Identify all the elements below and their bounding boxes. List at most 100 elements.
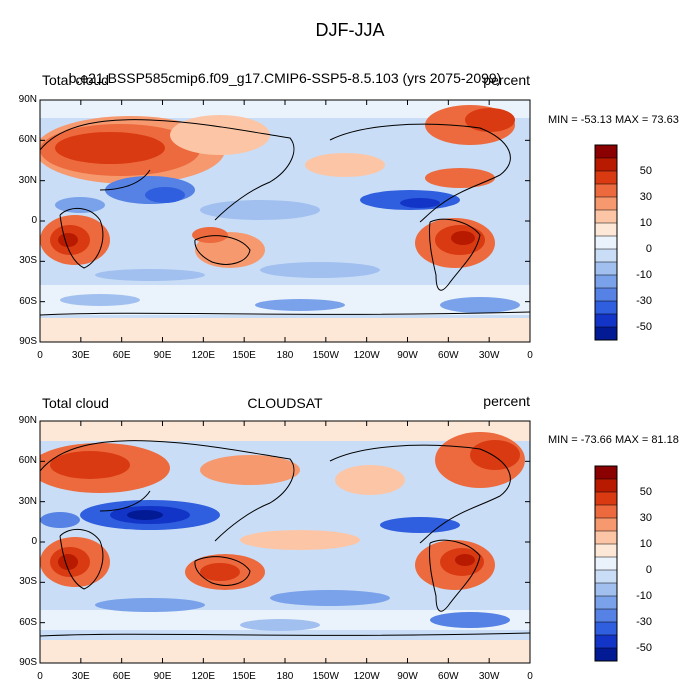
lon-tick-label: 60W xyxy=(438,671,459,682)
colorbar-label: 0 xyxy=(645,564,652,576)
colorbar-label: 30 xyxy=(639,512,652,524)
panel1-coastlines xyxy=(40,119,530,316)
lon-tick-label: 150W xyxy=(312,671,339,682)
lat-tick-label: 30S xyxy=(19,255,37,267)
colorbar-swatch xyxy=(595,197,617,211)
lon-tick-label: 120E xyxy=(191,350,215,361)
colorbar-swatch xyxy=(595,557,617,571)
panel1-left-label: Total cloud xyxy=(42,72,109,88)
colorbar-swatch xyxy=(595,609,617,623)
colorbars xyxy=(594,144,618,662)
lon-tick-label: 60E xyxy=(112,671,131,682)
lon-tick-label: 90E xyxy=(153,350,172,361)
lat-tick-label: 60S xyxy=(19,295,37,307)
lon-tick-label: 90W xyxy=(397,671,418,682)
colorbar-swatch xyxy=(595,518,617,532)
colorbar-swatch xyxy=(595,236,617,250)
lat-tick-label: 60N xyxy=(18,455,37,467)
lon-tick-label: 0 xyxy=(37,350,43,361)
lon-tick-label: 0 xyxy=(527,350,533,361)
colorbar-swatch xyxy=(595,262,617,276)
panel2-left-label: Total cloud xyxy=(42,395,109,411)
colorbar-swatch xyxy=(595,479,617,493)
lon-tick-label: 90E xyxy=(153,671,172,682)
lon-tick-label: 120W xyxy=(353,350,380,361)
colorbar-label: 30 xyxy=(639,191,652,203)
figure-title: DJF-JJA xyxy=(315,20,385,40)
panel1-map xyxy=(40,100,530,342)
colorbar-swatch xyxy=(595,249,617,263)
colorbar-label: -50 xyxy=(636,321,652,333)
colorbar-swatch xyxy=(595,544,617,558)
colorbar-swatch xyxy=(595,622,617,636)
colorbar-swatch xyxy=(595,301,617,315)
panel2-coastlines xyxy=(40,440,530,637)
colorbar-swatch xyxy=(595,158,617,172)
lat-tick-label: 90S xyxy=(19,336,37,347)
colorbar-label: -30 xyxy=(636,616,652,628)
colorbar-label: 10 xyxy=(639,217,652,229)
colorbar-swatch xyxy=(595,327,617,341)
lat-tick-label: 30N xyxy=(18,495,37,507)
colorbar-label: -30 xyxy=(636,295,652,307)
lon-tick-label: 150E xyxy=(232,671,256,682)
colorbar-swatch xyxy=(595,288,617,302)
panel1-right-label: percent xyxy=(483,72,530,88)
colorbar-label: -10 xyxy=(636,269,652,281)
lon-tick-label: 30E xyxy=(71,350,90,361)
lat-tick-label: 30S xyxy=(19,576,37,588)
colorbar-swatch xyxy=(595,583,617,597)
lon-tick-label: 0 xyxy=(527,671,533,682)
lon-tick-label: 0 xyxy=(37,671,43,682)
colorbar-swatch xyxy=(595,635,617,649)
colorbar-swatch xyxy=(595,210,617,224)
lat-tick-label: 90N xyxy=(18,94,37,105)
lat-tick-label: 0 xyxy=(31,536,37,547)
lon-tick-label: 60W xyxy=(438,350,459,361)
axis-ticks xyxy=(39,99,531,664)
colorbar-swatch xyxy=(595,184,617,198)
colorbar-swatch xyxy=(595,145,617,159)
lat-tick-label: 60N xyxy=(18,134,37,146)
colorbar-frame xyxy=(594,465,618,662)
panel1-center-label: b.e21.BSSP585cmip6.f09_g17.CMIP6-SSP5-8.… xyxy=(68,70,502,86)
panel2-stats: MIN = -73.66 MAX = 81.18 xyxy=(548,434,679,446)
lon-tick-label: 60E xyxy=(112,350,131,361)
colorbar-swatch xyxy=(595,275,617,289)
colorbar-label: 10 xyxy=(639,538,652,550)
lat-tick-label: 0 xyxy=(31,215,37,226)
lon-tick-label: 180 xyxy=(276,350,294,361)
colorbar-label: -50 xyxy=(636,642,652,654)
colorbar-swatch xyxy=(595,314,617,328)
colorbar-swatch xyxy=(595,570,617,584)
colorbar-label: 0 xyxy=(645,243,652,255)
colorbar-swatch xyxy=(595,648,617,662)
lon-tick-label: 120W xyxy=(353,671,380,682)
lon-tick-label: 120E xyxy=(191,671,215,682)
lon-tick-label: 90W xyxy=(397,350,418,361)
colorbar-label: 50 xyxy=(639,165,652,177)
colorbar-label: -10 xyxy=(636,590,652,602)
colorbar-frame xyxy=(594,144,618,341)
lon-tick-label: 150W xyxy=(312,350,339,361)
lon-tick-label: 30W xyxy=(478,671,500,682)
colorbar-swatch xyxy=(595,171,617,185)
lon-tick-label: 180 xyxy=(276,671,294,682)
lat-tick-label: 90S xyxy=(19,657,37,668)
lat-tick-label: 90N xyxy=(18,415,37,426)
panel2-map xyxy=(40,421,530,663)
colorbar-swatch xyxy=(595,223,617,237)
colorbar-swatch xyxy=(595,492,617,506)
colorbar-label: 50 xyxy=(639,486,652,498)
lat-tick-label: 30N xyxy=(18,174,37,186)
panel2-right-label: percent xyxy=(483,393,530,409)
lat-tick-label: 60S xyxy=(19,616,37,628)
colorbar-swatch xyxy=(595,531,617,545)
lon-tick-label: 30W xyxy=(478,350,500,361)
colorbar-swatch xyxy=(595,466,617,480)
panel1-stats: MIN = -53.13 MAX = 73.63 xyxy=(548,114,679,126)
lon-tick-label: 150E xyxy=(232,350,256,361)
lon-tick-label: 30E xyxy=(71,671,90,682)
colorbar-swatch xyxy=(595,505,617,519)
